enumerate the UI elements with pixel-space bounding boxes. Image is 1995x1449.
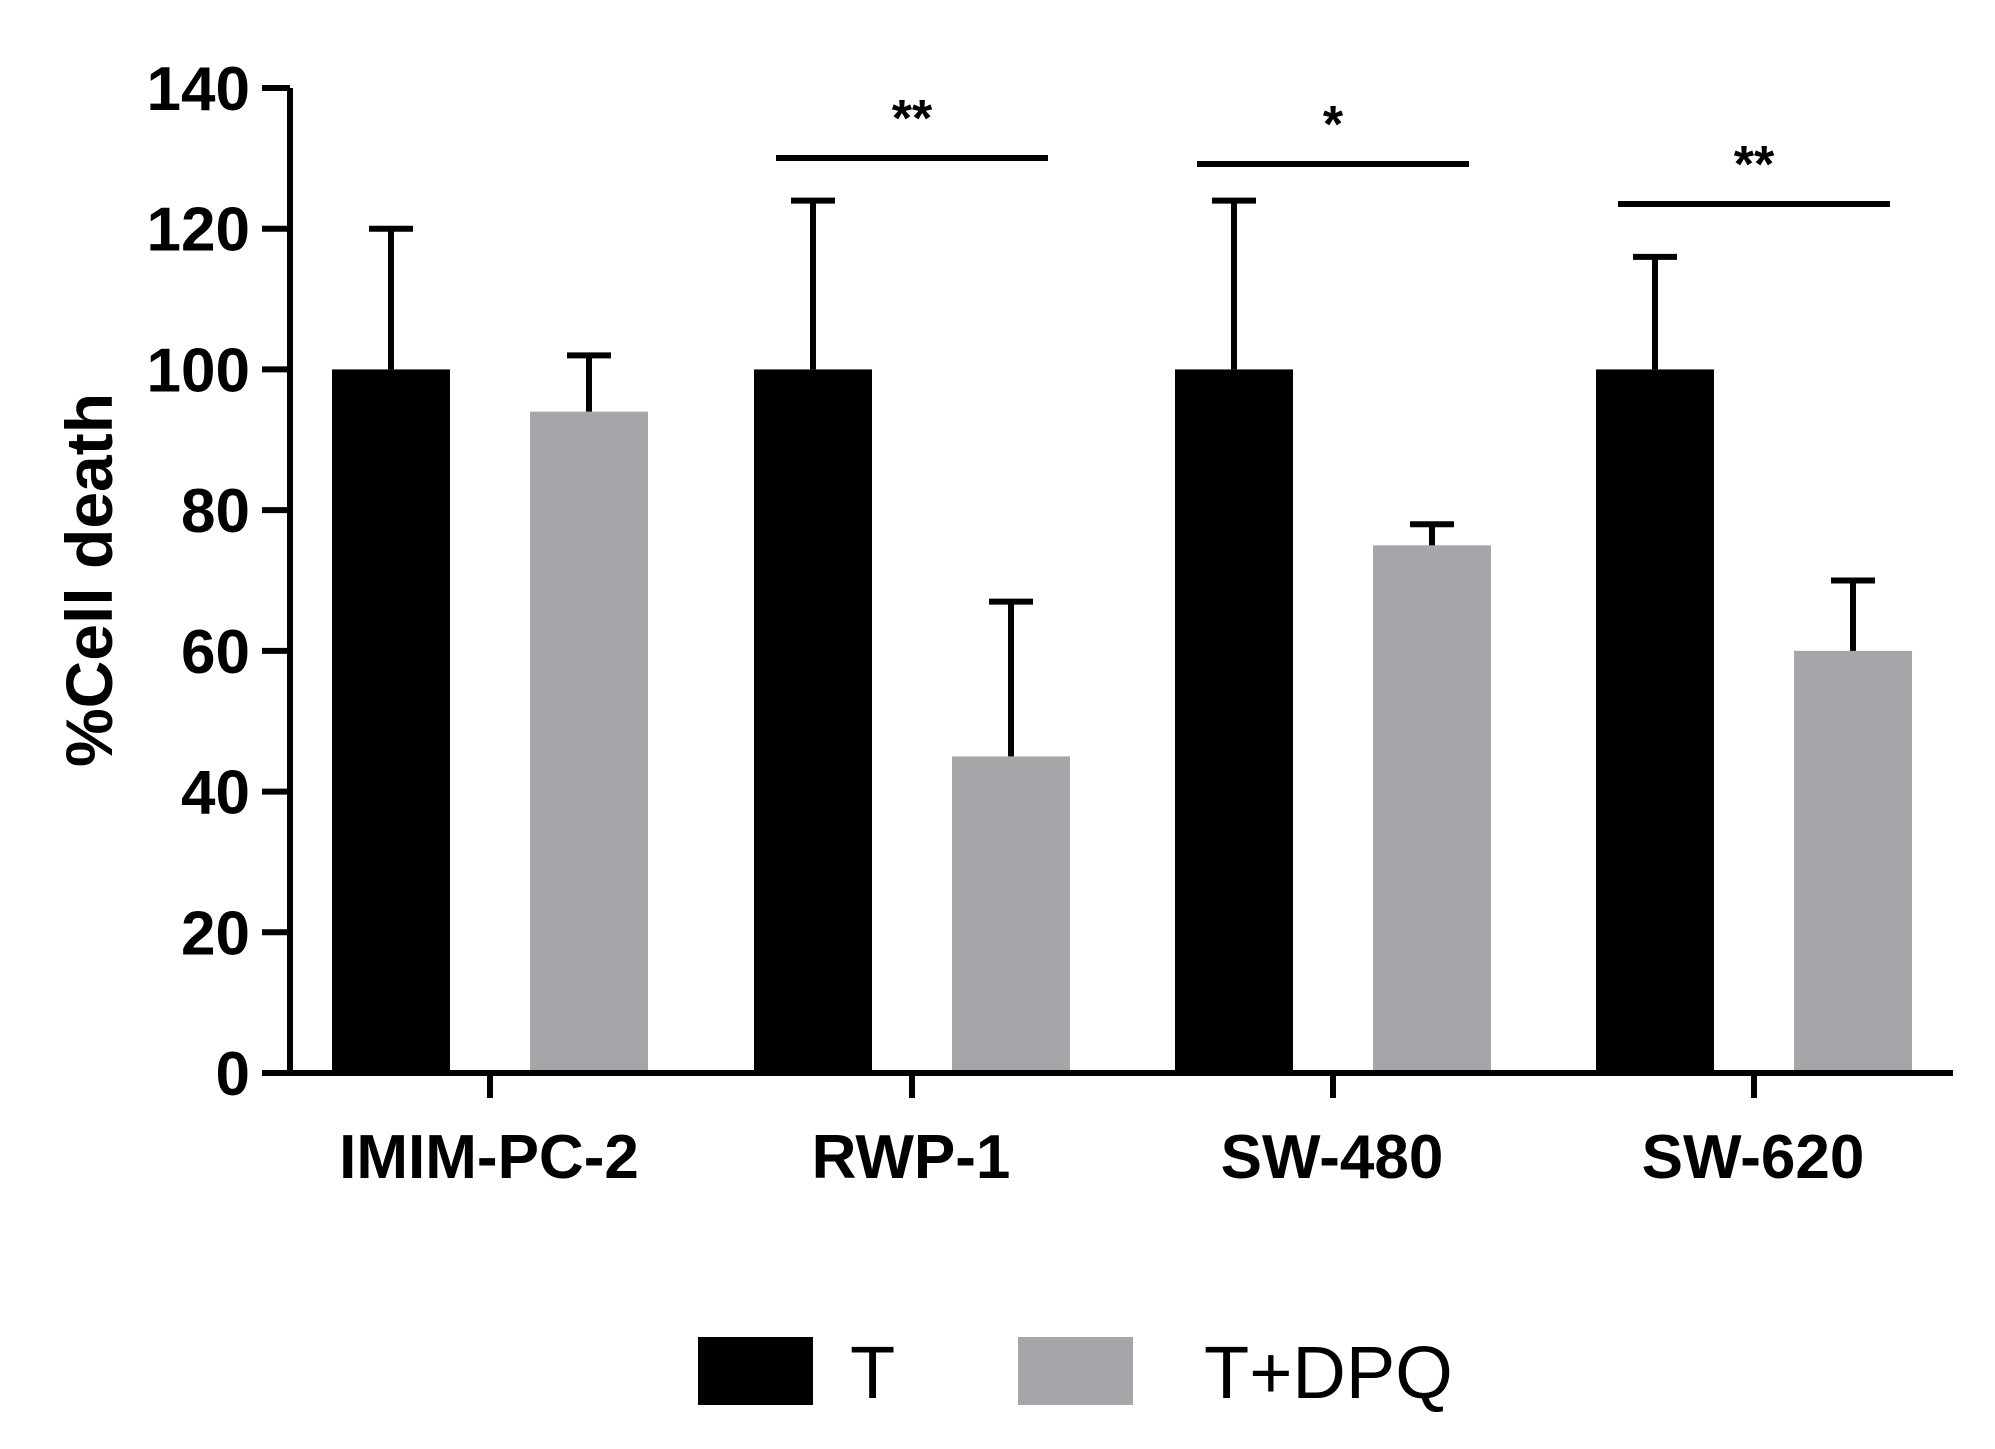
bar-imim-pc-2-t-dpq xyxy=(530,411,648,1074)
x-ticks-group: IMIM-PC-2 RWP-1 SW-480 SW-620 xyxy=(339,1073,1864,1192)
error-bars-group xyxy=(369,197,1875,757)
bar-imim-pc-2-t xyxy=(332,369,450,1073)
bar-rwp-1-t-dpq xyxy=(952,756,1070,1073)
significance-label-sw-480: * xyxy=(1323,96,1344,154)
bars-group xyxy=(332,369,1912,1074)
bar-sw-480-t-dpq xyxy=(1373,545,1491,1073)
y-ticks-group: 0 20 40 60 80 100 120 140 xyxy=(147,55,290,1109)
y-tick-label-140: 140 xyxy=(147,55,250,124)
x-tick-label-sw-480: SW-480 xyxy=(1221,1123,1444,1192)
bar-sw-480-t xyxy=(1175,369,1293,1073)
significance-label-rwp-1: ** xyxy=(892,90,933,148)
bar-sw-620-t-dpq xyxy=(1794,650,1912,1073)
y-tick-label-60: 60 xyxy=(181,618,250,687)
x-tick-label-rwp-1: RWP-1 xyxy=(812,1123,1011,1192)
axes-group xyxy=(287,88,1953,1076)
y-tick-label-120: 120 xyxy=(147,196,250,265)
bar-rwp-1-t xyxy=(754,369,872,1073)
y-tick-label-100: 100 xyxy=(147,336,250,405)
y-tick-label-0: 0 xyxy=(216,1040,250,1109)
y-tick-label-80: 80 xyxy=(181,477,250,546)
bar-sw-620-t xyxy=(1596,369,1714,1073)
y-tick-label-40: 40 xyxy=(181,759,250,828)
legend-label-t-dpq: T+DPQ xyxy=(1204,1331,1453,1414)
legend-label-t: T xyxy=(850,1331,895,1414)
legend: T T+DPQ xyxy=(698,1331,1453,1414)
y-tick-label-20: 20 xyxy=(181,899,250,968)
x-tick-label-sw-620: SW-620 xyxy=(1642,1123,1865,1192)
legend-swatch-t xyxy=(698,1337,813,1405)
y-axis-label: %Cell death xyxy=(52,393,126,767)
significance-group: ** *** xyxy=(776,90,1890,207)
x-tick-label-imim-pc-2: IMIM-PC-2 xyxy=(339,1123,639,1192)
significance-label-sw-620: ** xyxy=(1734,136,1775,194)
legend-swatch-t-dpq xyxy=(1018,1337,1133,1405)
